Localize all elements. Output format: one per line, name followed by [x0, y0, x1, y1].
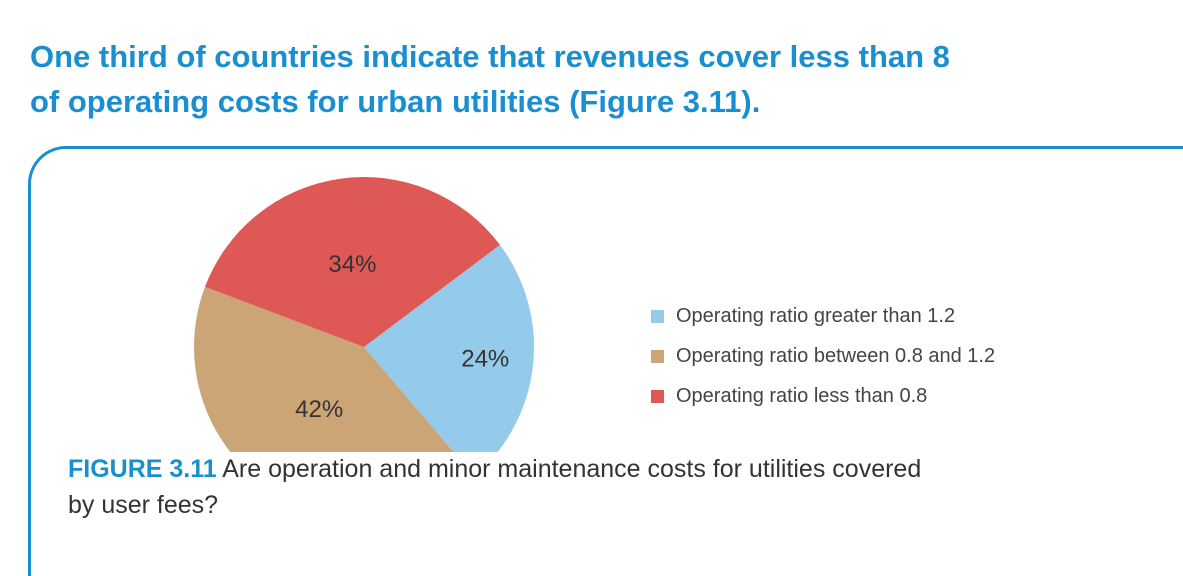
- legend-swatch: [651, 349, 664, 363]
- legend-item-between-0-8-and-1-2: Operating ratio between 0.8 and 1.2: [651, 336, 995, 376]
- legend-swatch: [651, 309, 664, 323]
- pie-slice-label: 34%: [328, 251, 376, 278]
- caption-text: Are operation and minor maintenance cost…: [222, 455, 922, 483]
- figure-caption: FIGURE 3.11 Are operation and minor main…: [68, 451, 1183, 523]
- pie-slice: [204, 176, 500, 347]
- figure-panel-border: [28, 146, 1183, 576]
- caption-background: [62, 452, 1183, 532]
- legend-label: Operating ratio greater than 1.2: [676, 304, 956, 327]
- page-heading: One third of countries indicate that rev…: [30, 34, 950, 124]
- heading-line-1: One third of countries indicate that rev…: [30, 39, 950, 74]
- legend-item-greater-than-1-2: Operating ratio greater than 1.2: [651, 296, 995, 336]
- pie-slice-label: 24%: [461, 346, 509, 373]
- heading-line-2: of operating costs for urban utilities (…: [30, 84, 761, 119]
- caption-text-line-2: by user fees?: [68, 491, 219, 519]
- figure-number: FIGURE 3.11: [68, 455, 217, 483]
- legend-label: Operating ratio less than 0.8: [676, 384, 928, 407]
- legend-swatch: [651, 389, 664, 403]
- pie-slice-labels: 24% 42% 34%: [295, 251, 509, 423]
- pie-slice-label: 42%: [295, 396, 343, 423]
- legend-label: Operating ratio between 0.8 and 1.2: [676, 344, 996, 367]
- chart-legend: Operating ratio greater than 1.2 Operati…: [651, 296, 995, 416]
- legend-item-less-than-0-8: Operating ratio less than 0.8: [651, 376, 995, 416]
- pie-slice: [364, 244, 534, 477]
